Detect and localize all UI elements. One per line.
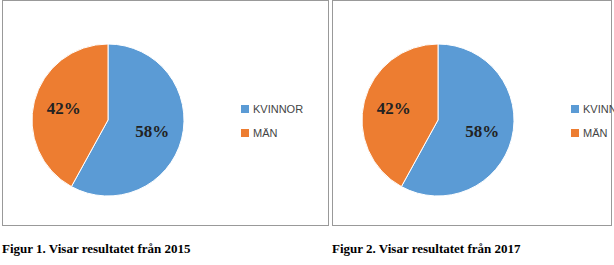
html-text:MÄN: MÄN	[583, 127, 608, 139]
svg-text:58%: 58%	[465, 122, 499, 141]
svg-text:58%: 58%	[135, 122, 169, 141]
html-text:Figur 1. Visar resultatet från: Figur 1. Visar resultatet från 2015	[2, 241, 191, 256]
html-text:KVINNOR: KVINNOR	[253, 103, 304, 115]
svg-text:42%: 42%	[377, 99, 411, 118]
html-text:Figur 2. Visar resultatet från: Figur 2. Visar resultatet från 2017	[332, 241, 521, 256]
html-text:MÄN: MÄN	[253, 127, 278, 139]
svg-text:42%: 42%	[47, 99, 81, 118]
